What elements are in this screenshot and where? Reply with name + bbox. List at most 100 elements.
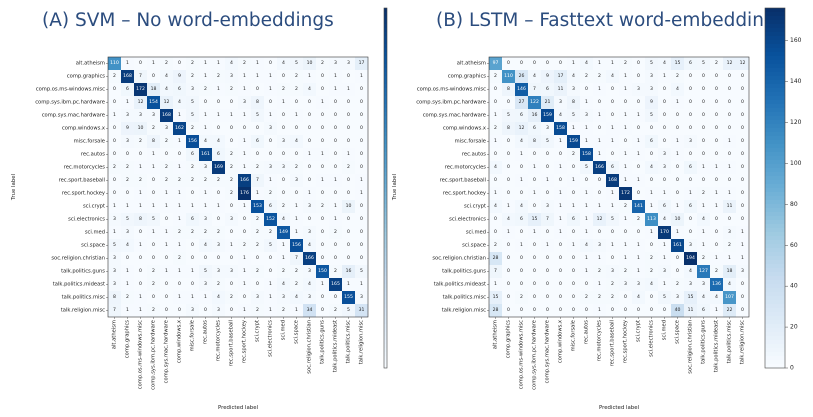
heatmap-cell — [108, 278, 122, 292]
cell-value: 0 — [256, 125, 259, 131]
cell-value: 1 — [295, 216, 298, 222]
cell-value: 1 — [728, 255, 731, 261]
cell-value: 0 — [520, 190, 523, 196]
colorbar-segment — [384, 248, 387, 253]
colorbar-segment — [384, 28, 387, 33]
colorbar-segment — [765, 160, 785, 165]
colorbar-segment — [765, 196, 785, 201]
colorbar-segment — [765, 312, 785, 317]
cell-value: 0 — [494, 216, 497, 222]
cell-value: 1 — [165, 190, 168, 196]
y-tick-label: sci.med — [466, 230, 486, 236]
heatmap-cell — [593, 278, 607, 292]
cell-value: 2 — [178, 229, 181, 235]
cell-value: 3 — [204, 281, 207, 287]
cell-value: 1 — [624, 151, 627, 157]
cell-value: 6 — [178, 86, 181, 92]
heatmap-cell — [277, 239, 291, 253]
cell-value: 3 — [113, 216, 116, 222]
heatmap-cell — [619, 213, 633, 227]
cell-value: 1 — [585, 190, 588, 196]
heatmap-cell — [108, 83, 122, 97]
heatmap-cell — [147, 57, 161, 71]
cell-value: 0 — [360, 203, 363, 209]
heatmap-cell — [303, 213, 317, 227]
heatmap-cell — [329, 239, 343, 253]
colorbar-tick-label: 60 — [790, 242, 798, 249]
heatmap-cell — [303, 226, 317, 240]
cell-value: 15 — [532, 216, 538, 222]
cell-value: 2 — [728, 242, 731, 248]
colorbar-segment — [384, 96, 387, 101]
cell-value: 1 — [178, 190, 181, 196]
heatmap-cell — [264, 174, 278, 188]
heatmap-cell — [251, 122, 265, 136]
cell-value: 0 — [715, 242, 718, 248]
cell-value: 0 — [559, 151, 562, 157]
colorbar-segment — [765, 124, 785, 129]
cell-value: 1 — [282, 255, 285, 261]
heatmap-cell — [710, 252, 724, 266]
cell-value: 2 — [165, 138, 168, 144]
cell-value: 4 — [663, 216, 666, 222]
heatmap-cell — [528, 161, 542, 175]
colorbar-segment — [765, 8, 785, 13]
cell-value: 6 — [611, 164, 614, 170]
heatmap-cell — [515, 161, 529, 175]
cell-value: 0 — [230, 255, 233, 261]
colorbar-segment — [765, 232, 785, 237]
heatmap-cell — [121, 213, 135, 227]
cell-value: 0 — [494, 229, 497, 235]
cell-value: 0 — [702, 73, 705, 79]
heatmap-cell — [580, 187, 594, 201]
cell-value: 0 — [308, 138, 311, 144]
cell-value: 0 — [663, 112, 666, 118]
heatmap-cell — [684, 122, 698, 136]
heatmap-cell — [342, 148, 356, 162]
heatmap-cell — [736, 226, 750, 240]
heatmap-cell — [121, 161, 135, 175]
heatmap-cell — [710, 265, 724, 279]
heatmap-cell — [160, 278, 174, 292]
cell-value: 1 — [598, 307, 601, 313]
heatmap-cell — [186, 122, 200, 136]
cell-value: 1 — [178, 242, 181, 248]
heatmap-cell — [264, 109, 278, 123]
heatmap-cell — [173, 70, 187, 84]
heatmap-cell — [238, 83, 252, 97]
x-tick-label: rec.motorcycles — [597, 320, 603, 362]
cell-value: 5 — [702, 60, 705, 66]
heatmap-cell — [121, 83, 135, 97]
cell-value: 0 — [624, 294, 627, 300]
cell-value: 0 — [559, 268, 562, 274]
cell-value: 1 — [295, 307, 298, 313]
cell-value: 0 — [230, 99, 233, 105]
heatmap-cell — [645, 57, 659, 71]
x-tick-label: rec.sport.baseball — [610, 320, 616, 366]
heatmap-cell — [528, 200, 542, 214]
cell-value: 0 — [598, 229, 601, 235]
heatmap-cell — [329, 226, 343, 240]
heatmap-cell — [580, 174, 594, 188]
colorbar-segment — [765, 108, 785, 113]
heatmap-cell — [264, 291, 278, 305]
heatmap-cell — [528, 57, 542, 71]
heatmap-cell — [697, 148, 711, 162]
heatmap-cell — [528, 122, 542, 136]
cell-value: 2 — [243, 242, 246, 248]
cell-value: 3 — [637, 281, 640, 287]
cell-value: 2 — [295, 164, 298, 170]
cell-value: 6 — [702, 307, 705, 313]
heatmap-cell — [710, 96, 724, 110]
cell-value: 2 — [152, 125, 155, 131]
colorbar-tick-label: 160 — [790, 37, 802, 44]
heatmap-cell — [225, 109, 239, 123]
x-tick-label: sci.electronics — [649, 320, 655, 357]
colorbar-segment — [765, 68, 785, 73]
cell-value: 3 — [126, 138, 129, 144]
cell-value: 5 — [347, 307, 350, 313]
heatmap-cell — [528, 135, 542, 149]
heatmap-cell — [606, 252, 620, 266]
heatmap-cell — [342, 109, 356, 123]
cell-value: 0 — [347, 138, 350, 144]
